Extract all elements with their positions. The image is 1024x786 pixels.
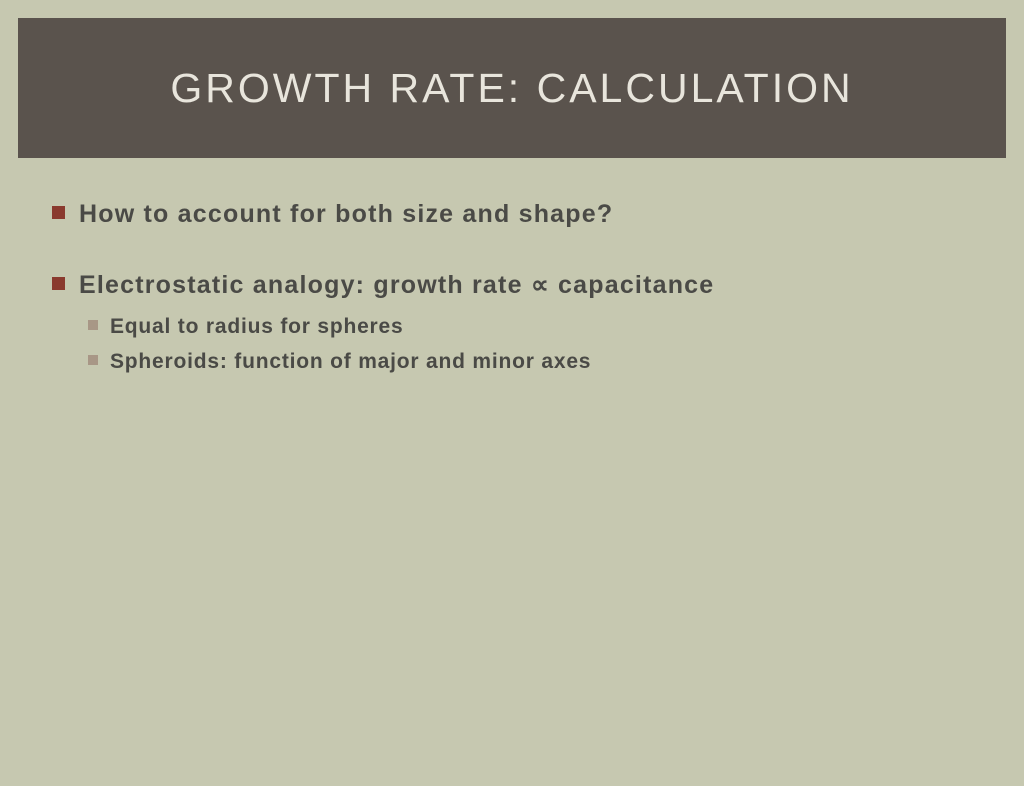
bullet-text-2-prefix: Electrostatic analogy: growth rate: [79, 271, 531, 299]
sub-bullet-marker-icon: [88, 320, 98, 330]
sub-bullet-item-2: Spheroids: function of major and minor a…: [88, 348, 984, 375]
sub-bullet-marker-icon: [88, 355, 98, 365]
bullet-item-1: How to account for both size and shape?: [52, 198, 984, 231]
bullet-marker-icon: [52, 277, 65, 290]
header-band: GROWTH RATE: CALCULATION: [18, 18, 1006, 158]
bullet-text-2: Electrostatic analogy: growth rate ∝ cap…: [79, 269, 714, 302]
bullet-marker-icon: [52, 206, 65, 219]
bullet-text-2-bold: capacitance: [550, 271, 715, 299]
bullet-item-2: Electrostatic analogy: growth rate ∝ cap…: [52, 269, 984, 302]
sub-bullet-text-2: Spheroids: function of major and minor a…: [110, 348, 591, 375]
content-area: How to account for both size and shape? …: [0, 158, 1024, 376]
sub-bullet-text-1: Equal to radius for spheres: [110, 313, 404, 340]
bullet-text-1: How to account for both size and shape?: [79, 198, 613, 231]
sub-bullet-item-1: Equal to radius for spheres: [88, 313, 984, 340]
proportional-symbol: ∝: [531, 271, 550, 299]
slide-title: GROWTH RATE: CALCULATION: [170, 65, 853, 112]
